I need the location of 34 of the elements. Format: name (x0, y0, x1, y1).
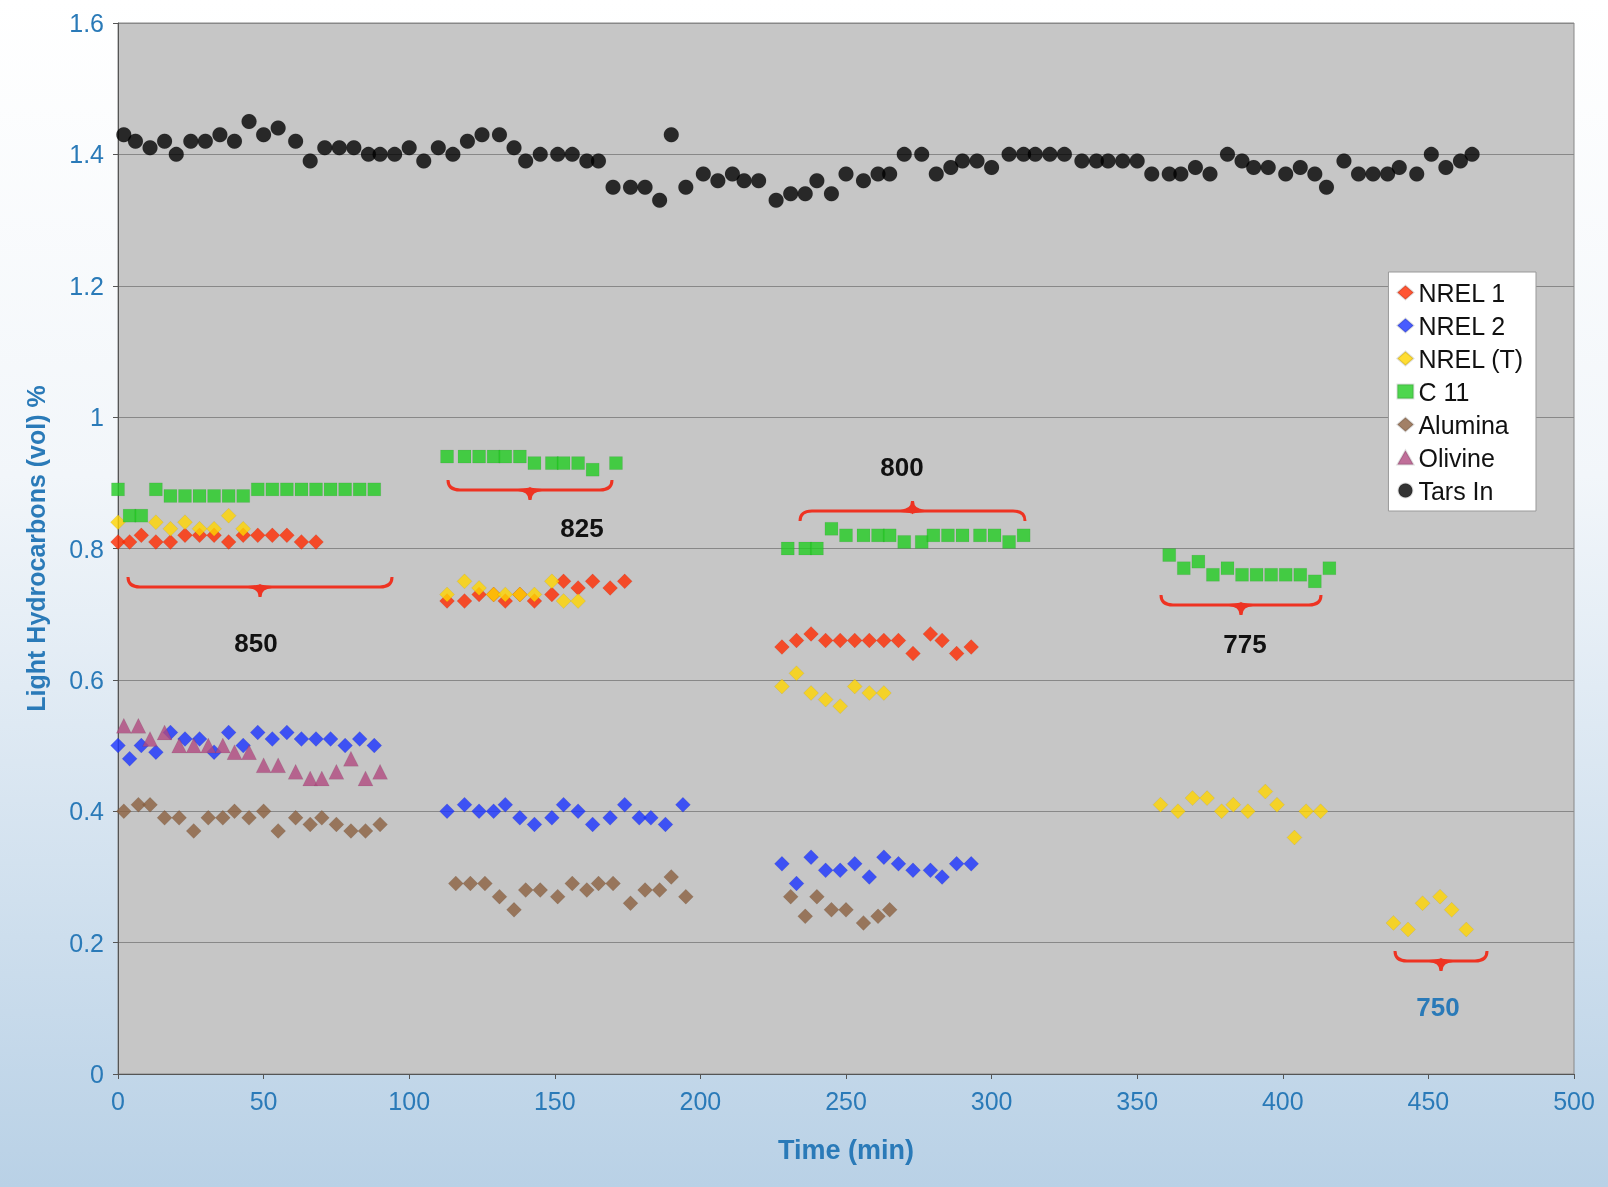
y-tick-label: 1.2 (69, 271, 104, 300)
x-tick-label: 500 (1553, 1086, 1595, 1115)
x-tick-label: 300 (970, 1086, 1013, 1115)
legend-label: Tars In (1418, 476, 1494, 505)
y-tick-label: 0 (90, 1060, 104, 1088)
x-axis-title: Time (min) (777, 1134, 915, 1165)
x-tick-label: 150 (533, 1086, 576, 1115)
y-tick-label: 1.6 (69, 9, 104, 37)
legend-label: Alumina (1418, 410, 1509, 439)
x-tick-label: 200 (679, 1086, 722, 1115)
y-tick-label: 0.6 (69, 665, 104, 694)
x-tick-label: 0 (111, 1086, 125, 1115)
annotation: 750 (1416, 992, 1460, 1022)
legend-label: NREL 2 (1418, 311, 1506, 340)
y-tick-label: 1.4 (69, 140, 105, 169)
x-tick-label: 100 (388, 1086, 431, 1115)
y-tick-label: 0.2 (69, 928, 104, 957)
annotation: 825 (560, 513, 604, 543)
y-tick-label: 0.4 (69, 797, 105, 826)
annotation: 775 (1223, 629, 1267, 659)
legend-label: NREL (T) (1418, 344, 1524, 373)
x-tick-label: 350 (1116, 1086, 1159, 1115)
legend-label: C 11 (1418, 377, 1470, 406)
annotation: 850 (234, 628, 278, 658)
legend-label: NREL 1 (1418, 278, 1506, 307)
x-tick-label: 50 (249, 1086, 278, 1115)
y-tick-label: 1 (90, 403, 104, 432)
x-tick-label: 450 (1407, 1086, 1450, 1115)
annotation: 800 (880, 452, 924, 482)
x-tick-label: 400 (1261, 1086, 1304, 1115)
y-tick-label: 0.8 (69, 534, 104, 563)
legend-label: Olivine (1418, 443, 1495, 472)
x-tick-label: 250 (825, 1086, 867, 1115)
y-axis-title: Light Hydrocarbons (vol) % (21, 385, 50, 712)
